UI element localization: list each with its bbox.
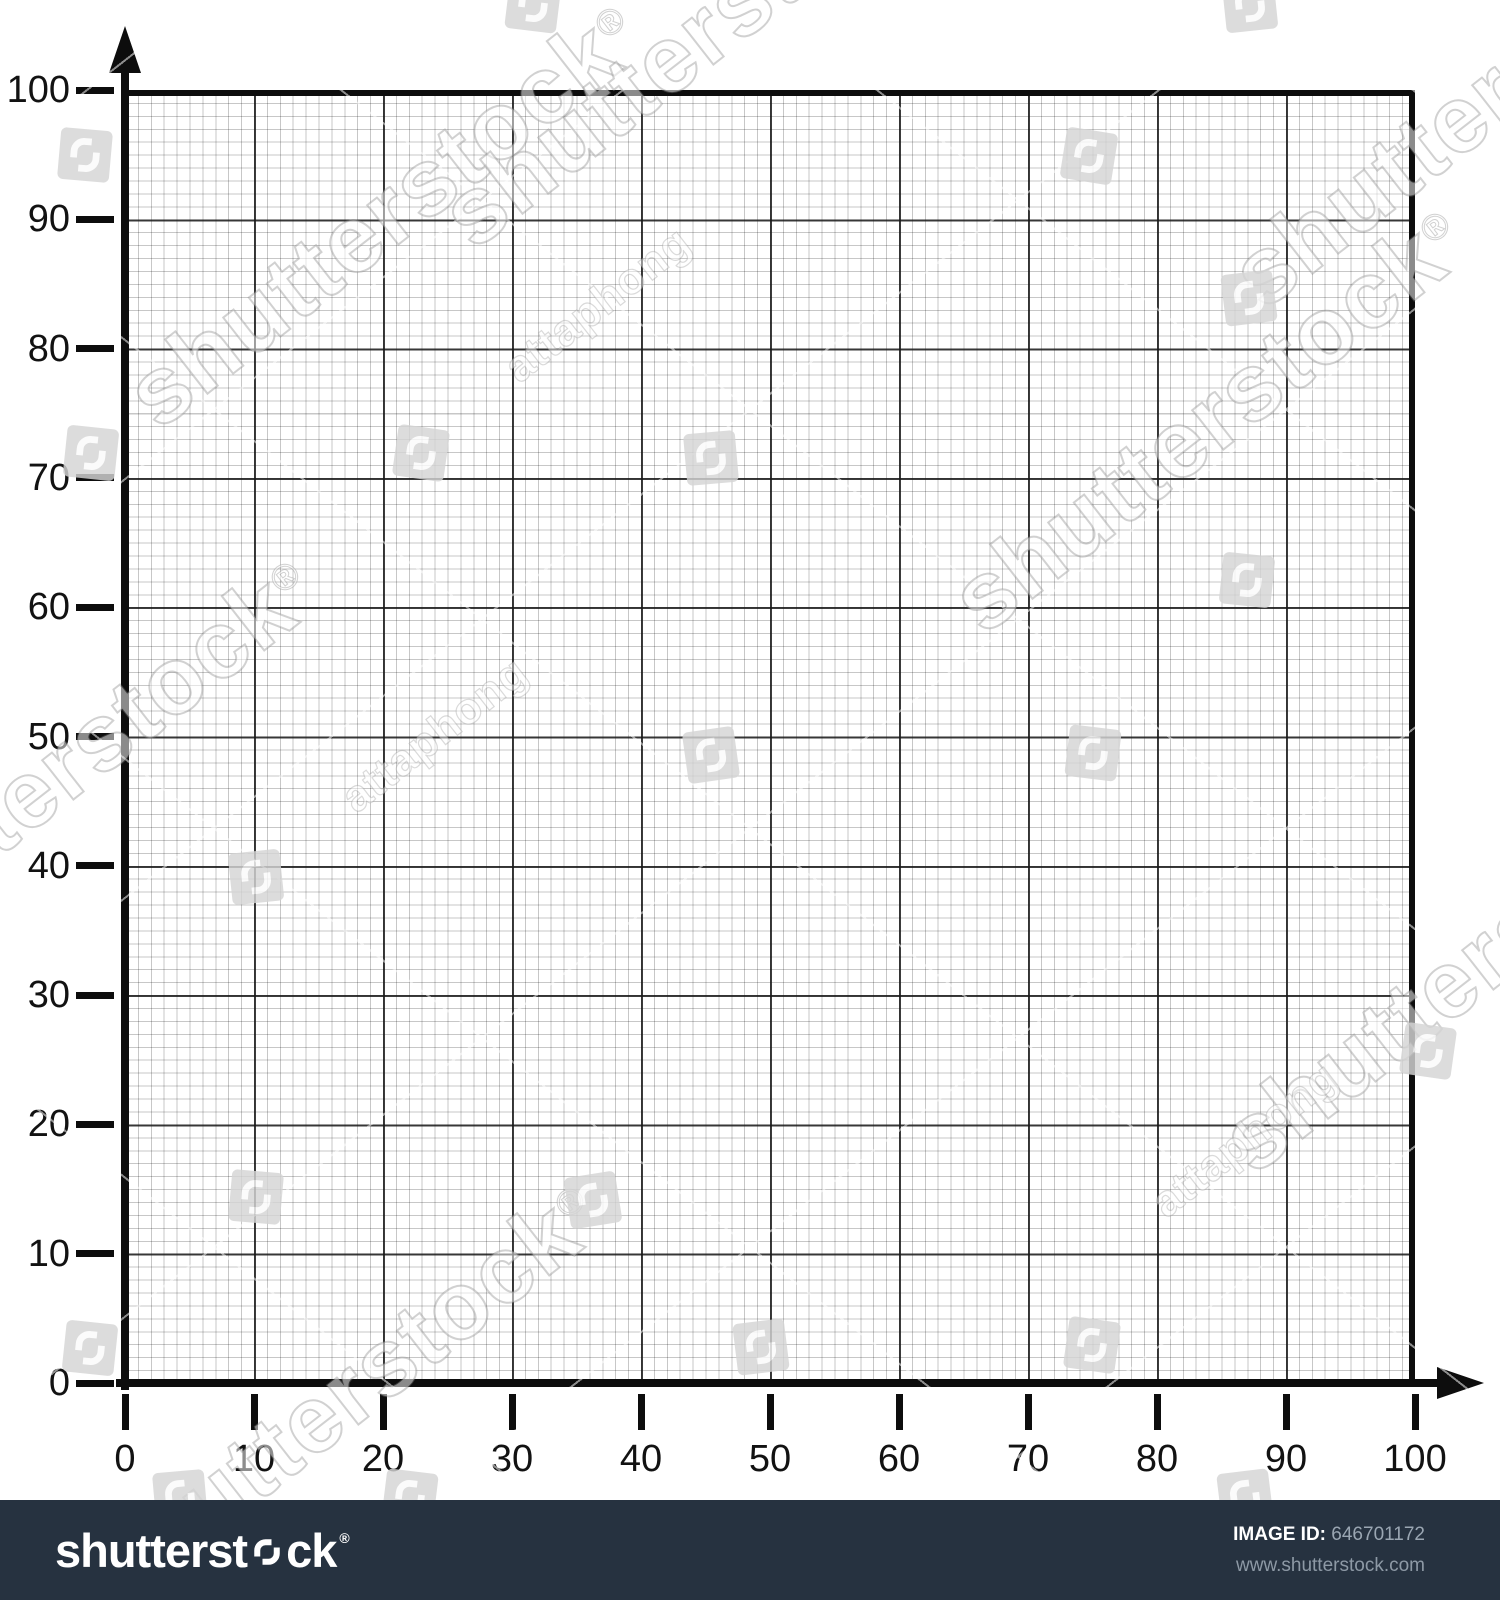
logo-text-left: shutterst (55, 1523, 248, 1577)
image-id-value: 646701172 (1331, 1524, 1425, 1545)
y-tick-label: 0 (48, 1362, 70, 1404)
y-tick-label: 60 (27, 586, 70, 629)
x-axis-line (116, 1379, 1442, 1387)
logo-text-right: ck (286, 1523, 337, 1577)
y-tick (76, 474, 114, 482)
y-tick-label: 10 (27, 1232, 70, 1275)
x-tick (895, 1394, 903, 1430)
watermark-logo-tile-icon (56, 126, 115, 185)
x-tick-label: 90 (1264, 1438, 1308, 1480)
y-tick-label: 40 (27, 844, 70, 887)
x-tick-label: 20 (361, 1438, 405, 1480)
y-tick-label: 20 (27, 1103, 70, 1146)
y-tick (76, 733, 114, 740)
x-tick (1153, 1394, 1161, 1430)
image-id-line: IMAGE ID: 646701172 (1233, 1525, 1425, 1544)
y-tick (76, 345, 114, 353)
y-tick-label: 100 (6, 69, 70, 111)
x-tick (1282, 1394, 1290, 1430)
shutter-icon (249, 1534, 285, 1570)
image-id-label: IMAGE ID: (1233, 1524, 1327, 1545)
x-tick (1024, 1394, 1032, 1430)
x-axis-arrow-icon (1437, 1367, 1484, 1399)
y-tick (76, 991, 114, 999)
y-tick-label: 50 (27, 715, 70, 758)
website-url: www.shutterstock.com (1236, 1555, 1425, 1576)
x-tick (637, 1394, 645, 1430)
image-id-block: IMAGE ID: 646701172 www.shutterstock.com (1233, 1525, 1425, 1575)
y-tick-label: 80 (27, 327, 70, 370)
x-tick-label: 60 (877, 1438, 921, 1480)
y-tick (76, 603, 114, 611)
x-tick-label: 100 (1383, 1438, 1447, 1480)
x-tick-label: 40 (619, 1438, 663, 1480)
watermark-logo-tile-icon (503, 0, 563, 35)
x-tick-label: 30 (490, 1438, 534, 1480)
y-tick (76, 1250, 114, 1258)
x-tick (766, 1394, 774, 1430)
x-tick (1411, 1394, 1419, 1430)
y-tick-label: 70 (27, 456, 70, 499)
x-tick (121, 1394, 129, 1430)
shutterstock-banner: shutterst ck ® IMAGE ID: 646701172 www.s… (0, 1500, 1500, 1600)
x-tick-label: 10 (232, 1438, 276, 1480)
y-tick-label: 30 (27, 974, 70, 1017)
x-tick (508, 1394, 516, 1430)
x-tick (250, 1394, 258, 1430)
y-tick (76, 862, 114, 870)
y-tick (76, 86, 114, 94)
x-tick-label: 0 (114, 1438, 136, 1480)
y-axis-line (121, 52, 129, 1390)
y-axis-arrow-icon (109, 26, 141, 73)
y-tick (76, 215, 114, 223)
watermark-logo-tile-icon (1220, 0, 1279, 35)
shutterstock-logo: shutterst ck ® (55, 1527, 350, 1574)
y-tick (76, 1379, 114, 1387)
y-tick (76, 1120, 114, 1128)
x-tick-label: 80 (1135, 1438, 1179, 1480)
y-tick-label: 90 (27, 198, 70, 241)
x-tick (379, 1394, 387, 1430)
registered-mark: ® (339, 1529, 350, 1546)
x-tick-label: 70 (1006, 1438, 1050, 1480)
graph-paper-grid (125, 90, 1415, 1383)
x-tick-label: 50 (748, 1438, 792, 1480)
